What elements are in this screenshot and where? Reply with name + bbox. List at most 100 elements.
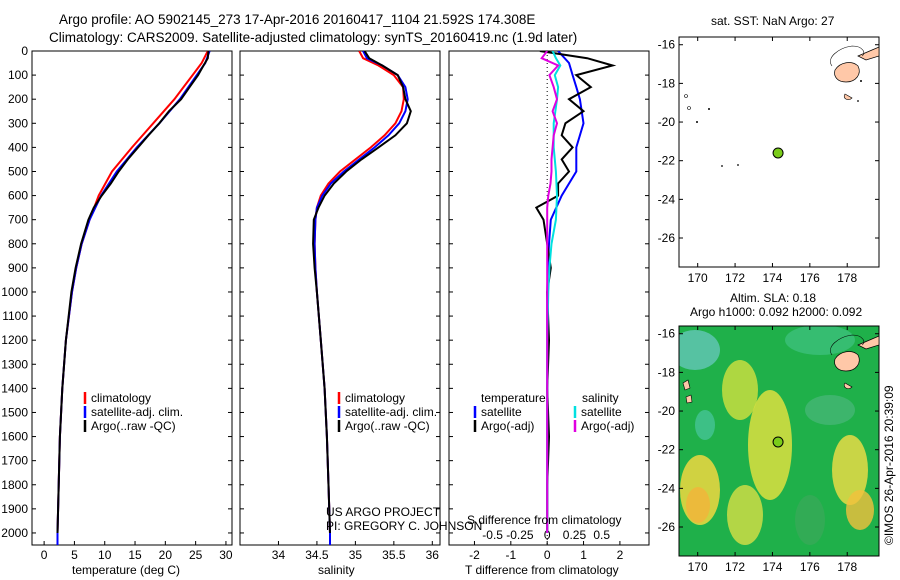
sla-map-lat-label: -22: [658, 443, 676, 457]
sla-map-frame: [678, 325, 880, 557]
header-line-2: Climatology: CARS2009. Satellite-adjuste…: [49, 30, 577, 45]
salinity-legend: climatology satellite-adj. clim. Argo(..…: [337, 391, 437, 433]
sst-map-lon-label: 170: [688, 271, 708, 285]
salinity-tick-label: 35.5: [382, 548, 406, 562]
sla-map-lat-label: -24: [658, 481, 676, 495]
temperature-tick-label: 0: [41, 548, 48, 562]
temperature-tick-label: 30: [219, 548, 233, 562]
legend-argo: Argo(..raw -QC): [345, 419, 430, 433]
t-difference-tick-label: -1: [505, 548, 516, 562]
legend-satellite: satellite-adj. clim.: [91, 405, 183, 419]
sla-map-lat-label: -18: [658, 365, 676, 379]
depth-tick-label: 800: [8, 237, 28, 251]
depth-tick-label: 100: [8, 68, 28, 82]
depth-tick-label: 2000: [1, 526, 28, 540]
difference-legend: temperature satellite Argo(-adj) salinit…: [473, 391, 634, 433]
temperature-legend: climatology satellite-adj. clim. Argo(..…: [83, 391, 183, 433]
difference-plot-frame: [448, 50, 650, 546]
depth-tick-label: 700: [8, 213, 28, 227]
t-difference-argo-line: [534, 51, 617, 533]
salinity-plot-frame: [239, 50, 441, 546]
depth-tick-label: 1300: [1, 357, 28, 371]
sla-map-title-line-1: Altim. SLA: 0.18: [730, 291, 816, 305]
sst-map-lat-label: -24: [658, 192, 676, 206]
sst-map-lat-label: -16: [658, 38, 676, 52]
t-difference-axis-label: T difference from climatology: [465, 563, 619, 577]
header-line-1: Argo profile: AO 5902145_273 17-Apr-2016…: [59, 12, 535, 27]
s-difference-axis-label: S difference from climatology: [467, 513, 622, 527]
sst-map-lon-label: 172: [725, 271, 745, 285]
t-difference-tick-label: 2: [617, 548, 624, 562]
map2-land: [682, 334, 880, 404]
legend-s-argo: Argo(-adj): [581, 419, 634, 433]
temperature-plot-frame: [31, 50, 233, 546]
sst-map-lat-label: -20: [658, 115, 676, 129]
temperature-tick-label: 10: [98, 548, 112, 562]
depth-tick-label: 200: [8, 92, 28, 106]
sla-map-title-line-2: Argo h1000: 0.092 h2000: 0.092: [690, 305, 862, 319]
sst-map-frame: [678, 36, 880, 268]
depth-tick-label: 1600: [1, 430, 28, 444]
s-difference-argo-line: [540, 51, 560, 533]
depth-tick-label: 300: [8, 116, 28, 130]
sla-map-lat-label: -20: [658, 404, 676, 418]
legend-climatology: climatology: [91, 391, 151, 405]
depth-tick-label: 900: [8, 261, 28, 275]
temperature-tick-label: 25: [189, 548, 203, 562]
salinity-axis-label: salinity: [318, 563, 355, 577]
s-difference-tick-label: 0.5: [593, 528, 610, 542]
salinity-tick-label: 36: [426, 548, 440, 562]
depth-tick-label: 400: [8, 140, 28, 154]
t-difference-tick-label: 1: [580, 548, 587, 562]
legend-t-argo: Argo(-adj): [481, 419, 534, 433]
sla-map-float-marker: [772, 436, 784, 448]
depth-tick-label: 1100: [2, 309, 28, 323]
temperature-axis-label: temperature (deg C): [72, 563, 180, 577]
t-difference-tick-label: 0: [544, 548, 551, 562]
s-difference-tick-label: -0.25: [506, 528, 534, 542]
pi-annotation: PI: GREGORY C. JOHNSON: [326, 519, 482, 533]
depth-tick-label: 500: [8, 164, 28, 178]
legend-t-satellite: satellite: [481, 405, 522, 419]
s-difference-tick-label: -0.5: [482, 528, 503, 542]
legend-s-satellite: satellite: [581, 405, 622, 419]
salinity-argo-line: [312, 51, 412, 534]
sla-map-lon-label: 174: [762, 560, 782, 574]
sst-map-lat-label: -22: [658, 154, 676, 168]
depth-tick-label: 1500: [1, 405, 28, 419]
sla-map-lon-label: 172: [725, 560, 745, 574]
temperature-climatology-line: [56, 51, 209, 545]
s-difference-satellite-line: [546, 51, 562, 533]
sst-map-title: sat. SST: NaN Argo: 27: [711, 14, 835, 28]
sst-map-float-marker: [772, 147, 784, 159]
temperature-tick-label: 20: [159, 548, 173, 562]
depth-tick-label: 1400: [1, 381, 28, 395]
temperature-argo-line: [56, 51, 210, 534]
legend-temperature-title: temperature: [481, 391, 546, 405]
legend-satellite: satellite-adj. clim.: [345, 405, 437, 419]
project-annotation: US ARGO PROJECT: [326, 505, 441, 519]
sla-map-lat-label: -16: [658, 327, 676, 341]
sst-map-lat-label: -18: [658, 76, 676, 90]
depth-tick-label: 1700: [1, 454, 28, 468]
sst-map-lon-label: 178: [837, 271, 857, 285]
sst-map-lat-label: -26: [658, 231, 676, 245]
imos-credit: ©IMOS 26-Apr-2016 20:39:09: [882, 385, 896, 545]
depth-tick-label: 1900: [1, 502, 28, 516]
t-difference-tick-label: -2: [469, 548, 480, 562]
legend-climatology: climatology: [345, 391, 405, 405]
depth-tick-label: 1800: [1, 478, 28, 492]
salinity-tick-label: 34: [272, 548, 286, 562]
depth-tick-label: 1000: [1, 285, 28, 299]
map1-land: [684, 45, 880, 167]
depth-tick-label: 0: [21, 44, 28, 58]
sla-map-lat-label: -26: [658, 520, 676, 534]
sla-heatmap-background: [679, 326, 879, 556]
temperature-satellite-line: [56, 51, 211, 545]
legend-argo: Argo(..raw -QC): [91, 419, 176, 433]
s-difference-tick-label: 0.25: [563, 528, 587, 542]
salinity-tick-label: 34.5: [305, 548, 329, 562]
depth-tick-label: 1200: [1, 333, 28, 347]
sst-map-lon-label: 174: [762, 271, 782, 285]
